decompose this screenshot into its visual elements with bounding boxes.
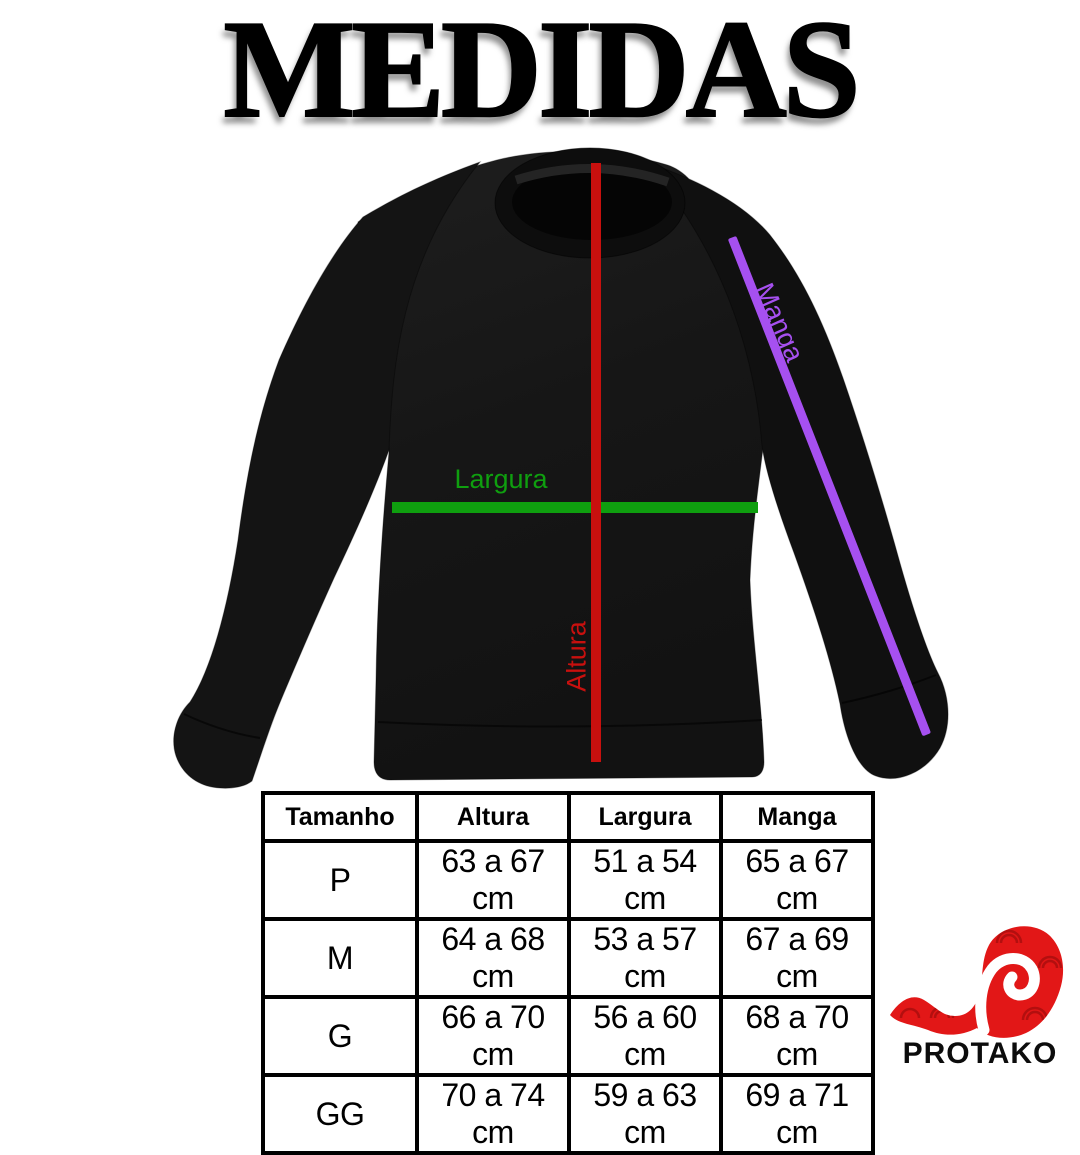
left-sleeve (173, 160, 482, 789)
altura-cell: 66 a 70 cm (415, 995, 571, 1077)
size-cell: P (261, 839, 419, 921)
table-row: GG 70 a 74 cm 59 a 63 cm 69 a 71 cm (261, 1073, 875, 1155)
largura-cell: 56 a 60 cm (567, 995, 723, 1077)
size-cell: G (261, 995, 419, 1077)
table-row: G 66 a 70 cm 56 a 60 cm 68 a 70 cm (261, 995, 875, 1077)
tentacle-spiral-cutout (975, 953, 1040, 1036)
brand-name: PROTAKO (902, 1037, 1058, 1070)
page-title: MEDIDAS (222, 0, 861, 147)
left-cuff-seam-line (183, 713, 261, 739)
largura-cell: 51 a 54 cm (567, 839, 723, 921)
table-row: P 63 a 67 cm 51 a 54 cm 65 a 67 cm (261, 839, 875, 921)
largura-label: Largura (454, 464, 548, 494)
column-header-manga: Manga (719, 791, 875, 843)
table-header-row: Tamanho Altura Largura Manga (261, 791, 875, 843)
right-sleeve (643, 160, 949, 779)
altura-cell: 63 a 67 cm (415, 839, 571, 921)
size-cell: M (261, 917, 419, 999)
manga-cell: 65 a 67 cm (719, 839, 875, 921)
altura-label: Altura (561, 621, 592, 692)
largura-cell: 59 a 63 cm (567, 1073, 723, 1155)
size-cell: GG (261, 1073, 419, 1155)
altura-cell: 64 a 68 cm (415, 917, 571, 999)
octopus-tentacle-icon (890, 926, 1064, 1038)
column-header-tamanho: Tamanho (261, 791, 419, 843)
column-header-altura: Altura (415, 791, 571, 843)
right-cuff-seam-line (841, 674, 937, 704)
altura-measure-line (591, 163, 601, 762)
manga-cell: 67 a 69 cm (719, 917, 875, 999)
altura-cell: 70 a 74 cm (415, 1073, 571, 1155)
hem-seam-line (377, 719, 763, 728)
column-header-largura: Largura (567, 791, 723, 843)
largura-measure-line (392, 502, 758, 513)
size-table: Tamanho Altura Largura Manga P 63 a 67 c… (261, 791, 875, 1155)
manga-cell: 69 a 71 cm (719, 1073, 875, 1155)
manga-cell: 68 a 70 cm (719, 995, 875, 1077)
size-guide-infographic: { "title": "MEDIDAS", "diagram": { "altu… (173, 0, 1064, 1155)
table-row: M 64 a 68 cm 53 a 57 cm 67 a 69 cm (261, 917, 875, 999)
largura-cell: 53 a 57 cm (567, 917, 723, 999)
